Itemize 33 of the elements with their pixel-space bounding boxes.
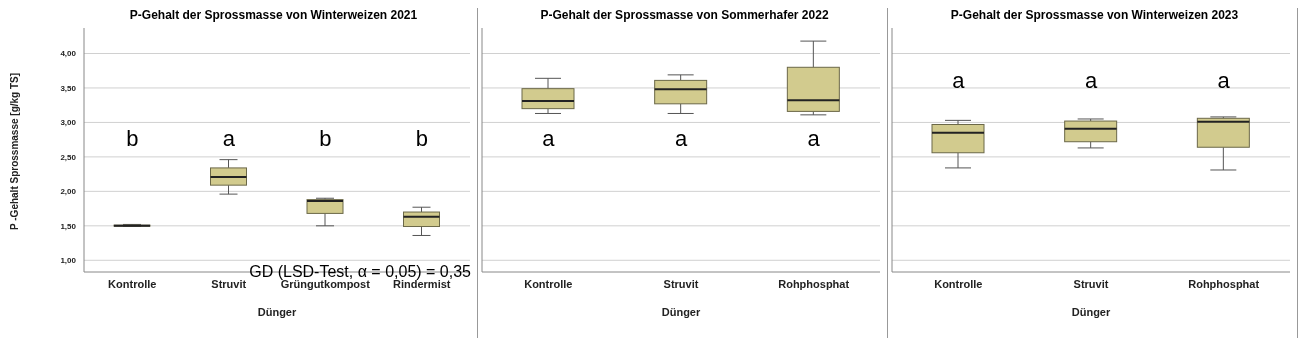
- x-axis-title: Dünger: [661, 306, 701, 318]
- y-tick-label: 1,00: [60, 256, 77, 266]
- y-tick-label: 3,00: [60, 118, 77, 128]
- annotation: a: [1216, 68, 1231, 94]
- y-tick-label: 1,50: [60, 221, 77, 231]
- annotation: a: [951, 68, 966, 94]
- y-tick-label: 4,00: [60, 49, 77, 59]
- annotation: b: [318, 126, 333, 152]
- annotation: a: [673, 126, 689, 152]
- y-tick-label: 2,00: [60, 187, 77, 197]
- x-tick-label: Kontrolle: [108, 277, 157, 290]
- annotation: a: [1083, 68, 1099, 94]
- x-tick-label: Rohphosphat: [778, 277, 850, 290]
- x-tick-label: Struvit: [1073, 277, 1109, 290]
- x-tick-label: Rohphosphat: [1188, 277, 1260, 290]
- y-axis-title: P -Gehalt Sprossmasse [g/kg TS]: [8, 72, 20, 230]
- x-axis-title: Dünger: [257, 306, 297, 318]
- x-tick-label: Struvit: [663, 277, 699, 290]
- x-tick-label: Kontrolle: [524, 277, 573, 290]
- annotation: a: [806, 126, 821, 152]
- annotation: a: [221, 126, 236, 152]
- chart-title: P-Gehalt der Sprossmasse von Winterweizen 2021: [128, 8, 419, 22]
- x-axis-title: Dünger: [1071, 306, 1111, 318]
- annotation: GD (LSD-Test, α = 0,05) = 0,35: [249, 263, 471, 280]
- y-tick-label: 2,50: [60, 152, 77, 162]
- x-tick-label: Kontrolle: [934, 277, 983, 290]
- chart-title: P-Gehalt der Sprossmasse von Winterweizen 2023: [949, 8, 1240, 22]
- annotation: b: [125, 126, 140, 152]
- annotation: a: [541, 126, 556, 152]
- annotation: b: [414, 126, 429, 152]
- x-tick-label: Struvit: [211, 277, 247, 290]
- y-tick-label: 3,50: [60, 83, 77, 93]
- chart-title: P-Gehalt der Sprossmasse von Sommerhafer 2022: [539, 8, 830, 22]
